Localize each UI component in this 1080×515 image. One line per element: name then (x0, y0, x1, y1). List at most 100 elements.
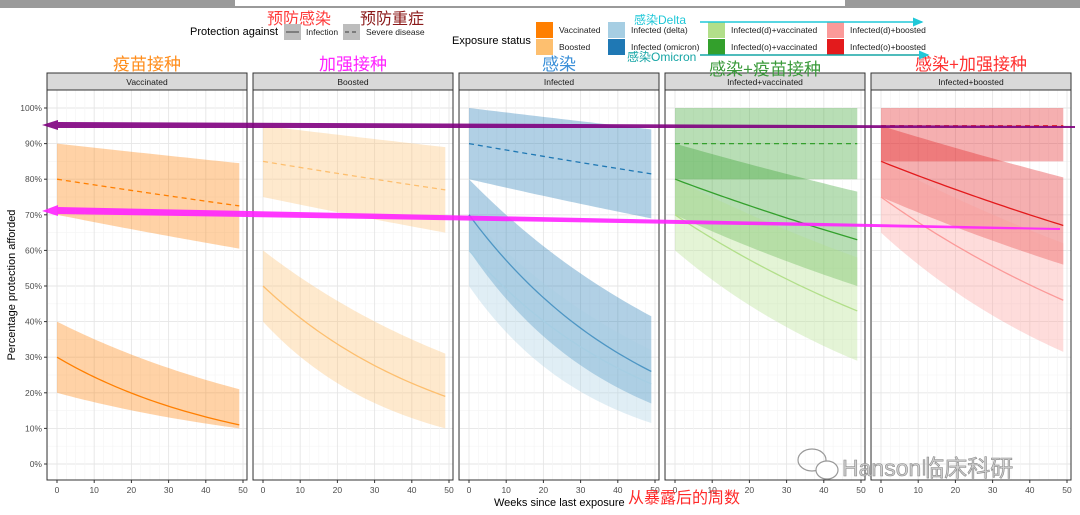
panel-background (253, 90, 453, 480)
facet-strip (46, 72, 248, 91)
ribbon-infected-d-boosted-infection (881, 161, 1064, 352)
legend-label-severe: Severe disease (366, 27, 425, 37)
protection-legend-title: Protection against (190, 26, 278, 38)
line-boosted-severe-disease (262, 160, 446, 191)
legend-swatch-infected-d-vaccinated (708, 22, 725, 38)
ribbon-vaccinated-severe-disease (57, 143, 240, 249)
line-infected-delta-infection (468, 249, 652, 385)
legend-key-severe (343, 24, 360, 40)
x-tick-label: 0 (673, 485, 678, 495)
legend-swatch-infected-d-boosted (827, 22, 844, 38)
line-infected-o-boosted-infection (880, 160, 1064, 227)
line-boosted-infection (262, 285, 446, 397)
legend-label-infection: Infection (306, 27, 338, 37)
x-tick-label: 20 (127, 485, 137, 495)
y-tick-label: 10% (25, 423, 42, 433)
x-tick-label: 50 (238, 485, 248, 495)
x-tick-label: 50 (856, 485, 866, 495)
x-tick-label: 50 (1062, 485, 1072, 495)
x-tick-label: 20 (951, 485, 961, 495)
facet-strip-label: Infected+boosted (938, 77, 1004, 87)
legend-swatch-infected-o-vaccinated (708, 39, 725, 55)
x-tick-label: 40 (407, 485, 417, 495)
panel-background (665, 90, 865, 480)
ribbon-infected-omicron-severe-disease (469, 108, 652, 219)
legend: 预防感染 预防重症 Protection against Infection S… (190, 10, 930, 64)
line-vaccinated-severe-disease (56, 178, 240, 207)
panel-background (47, 90, 247, 480)
legend-swatch-vaccinated (536, 22, 553, 38)
y-axis-title: Percentage protection afforded (6, 210, 18, 361)
y-tick-label: 20% (25, 388, 42, 398)
x-tick-label: 10 (89, 485, 99, 495)
x-tick-label: 0 (261, 485, 266, 495)
line-infected-o-vaccinated-infection (674, 178, 858, 241)
facet-strip (252, 72, 454, 91)
x-tick-label: 40 (1025, 485, 1035, 495)
legend-label: Boosted (559, 42, 590, 52)
legend-label: Infected(o)+vaccinated (731, 42, 818, 52)
window-top-box (235, 0, 845, 6)
facet-panel-infected-boosted: Infected+boosted 感染+加强接种 0 10 20 30 40 50 (870, 55, 1072, 495)
x-tick-label: 50 (444, 485, 454, 495)
facet-annotation: 感染+加强接种 (915, 55, 1027, 74)
legend-label: Vaccinated (559, 25, 601, 35)
line-infected-d-boosted-infection (880, 196, 1064, 301)
x-tick-label: 30 (782, 485, 792, 495)
legend-label: Infected(d)+boosted (850, 25, 926, 35)
protection-legend-annotation-severe: 预防重症 (360, 10, 424, 28)
x-tick-label: 40 (819, 485, 829, 495)
facet-strip-label: Boosted (337, 77, 368, 87)
x-tick-label: 30 (164, 485, 174, 495)
facet-strip-label: Infected (544, 77, 575, 87)
x-tick-label: 30 (576, 485, 586, 495)
y-tick-label: 60% (25, 245, 42, 255)
reference-arrow-95 (42, 120, 1075, 130)
x-tick-label: 10 (707, 485, 717, 495)
legend-label: Infected(o)+boosted (850, 42, 926, 52)
x-tick-label: 20 (745, 485, 755, 495)
x-tick-label: 50 (650, 485, 660, 495)
ribbon-infected-delta-infection (469, 214, 652, 424)
legend-swatch-infected-omicron- (608, 39, 625, 55)
y-tick-label: 70% (25, 210, 42, 220)
legend-label: Infected(d)+vaccinated (731, 25, 818, 35)
y-tick-label: 40% (25, 317, 42, 327)
facet-panel-infected: Infected 感染 0 10 20 30 40 50 (458, 55, 660, 495)
y-tick-label: 0% (30, 459, 43, 469)
line-infected-omicron-severe-disease (468, 142, 652, 175)
legend-label: Infected (delta) (631, 25, 688, 35)
ribbon-boosted-severe-disease (263, 125, 446, 233)
x-tick-label: 20 (539, 485, 549, 495)
facet-annotation: 感染+疫苗接种 (709, 60, 821, 79)
facet-strip (870, 72, 1072, 91)
x-tick-label: 40 (201, 485, 211, 495)
delta-annotation: 感染Delta (634, 12, 686, 27)
ribbon-boosted-infection (263, 250, 446, 429)
panel-background (459, 90, 659, 480)
ribbon-vaccinated-infection (57, 321, 240, 429)
x-tick-label: 10 (913, 485, 923, 495)
x-tick-label: 0 (55, 485, 60, 495)
x-tick-label: 10 (501, 485, 511, 495)
line-infected-d-vaccinated-infection (674, 214, 858, 312)
facet-panel-vaccinated: Vaccinated 疫苗接种 0 10 20 30 40 50 (46, 55, 248, 495)
y-tick-label: 50% (25, 281, 42, 291)
ribbon-infected-o-vaccinated-infection (675, 143, 858, 286)
protection-legend-annotation-infection: 预防感染 (267, 10, 331, 28)
x-axis-title: Weeks since last exposure (494, 497, 625, 509)
y-tick-label: 100% (20, 103, 42, 113)
x-tick-label: 30 (370, 485, 380, 495)
y-tick-label: 80% (25, 174, 42, 184)
y-tick-label: 30% (25, 352, 42, 362)
ribbon-infected-omicron-infection (469, 179, 652, 404)
facet-strip (664, 72, 866, 91)
facet-strip-label: Vaccinated (126, 77, 168, 87)
line-infected-omicron-infection (468, 214, 652, 373)
x-tick-label: 0 (467, 485, 472, 495)
facet-annotation: 疫苗接种 (113, 55, 181, 74)
x-tick-label: 0 (879, 485, 884, 495)
ribbon-infected-d-vaccinated-infection (675, 179, 858, 361)
